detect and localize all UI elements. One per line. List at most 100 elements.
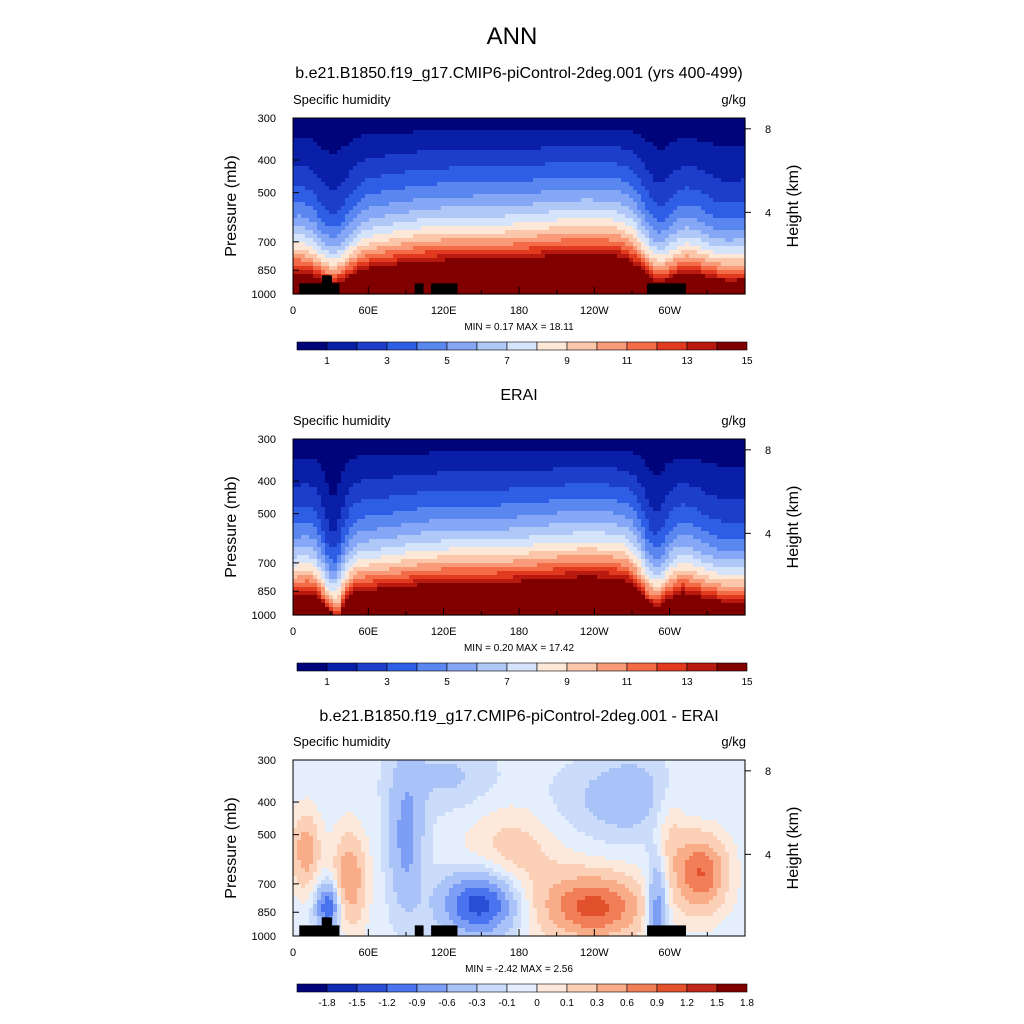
contour-cell <box>653 190 658 195</box>
contour-cell <box>657 226 662 231</box>
contour-cell <box>441 130 446 135</box>
contour-cell <box>613 254 618 259</box>
contour-cell <box>505 270 510 275</box>
contour-cell <box>685 274 690 279</box>
contour-cell <box>693 234 698 239</box>
contour-cell <box>565 266 570 271</box>
contour-cell <box>477 202 482 207</box>
contour-cell <box>589 202 594 207</box>
contour-cell <box>561 190 566 195</box>
contour-cell <box>737 142 742 147</box>
contour-cell <box>409 246 414 251</box>
contour-cell <box>693 270 698 275</box>
contour-cell <box>725 118 730 123</box>
contour-cell <box>469 158 474 163</box>
contour-cell <box>517 206 522 211</box>
contour-cell <box>361 202 366 207</box>
contour-cell <box>529 186 534 191</box>
contour-cell <box>589 134 594 139</box>
contour-cell <box>317 270 322 275</box>
contour-cell <box>577 206 582 211</box>
contour-cell <box>381 222 386 227</box>
contour-cell <box>661 158 666 163</box>
contour-cell <box>453 166 458 171</box>
contour-cell <box>649 218 654 223</box>
contour-cell <box>325 146 330 151</box>
contour-cell <box>701 258 706 263</box>
contour-cell <box>717 154 722 159</box>
contour-cell <box>341 210 346 215</box>
contour-cell <box>417 206 422 211</box>
contour-cell <box>341 214 346 219</box>
contour-cell <box>485 226 490 231</box>
contour-cell <box>445 242 450 247</box>
contour-cell <box>601 142 606 147</box>
contour-cell <box>465 130 470 135</box>
contour-cell <box>621 278 626 283</box>
contour-cell <box>505 146 510 151</box>
contour-cell <box>529 202 534 207</box>
contour-cell <box>433 166 438 171</box>
contour-cell <box>621 166 626 171</box>
contour-cell <box>493 158 498 163</box>
contour-cell <box>457 270 462 275</box>
contour-cell <box>397 250 402 255</box>
contour-cell <box>517 162 522 167</box>
contour-cell <box>677 166 682 171</box>
contour-cell <box>637 190 642 195</box>
contour-cell <box>341 250 346 255</box>
contour-cell <box>577 210 582 215</box>
contour-cell <box>677 226 682 231</box>
contour-cell <box>533 270 538 275</box>
contour-cell <box>345 242 350 247</box>
contour-cell <box>625 202 630 207</box>
contour-cell <box>741 206 746 211</box>
contour-cell <box>513 146 518 151</box>
contour-cell <box>529 226 534 231</box>
contour-cell <box>509 170 514 175</box>
contour-cell <box>565 162 570 167</box>
contour-cell <box>313 246 318 251</box>
contour-cell <box>501 142 506 147</box>
contour-cell <box>641 130 646 135</box>
contour-cell <box>565 250 570 255</box>
contour-cell <box>601 226 606 231</box>
contour-cell <box>453 194 458 199</box>
y-tick-label: 400 <box>258 155 276 167</box>
contour-cell <box>697 146 702 151</box>
contour-cell <box>337 146 342 151</box>
contour-cell <box>353 178 358 183</box>
contour-cell <box>609 290 614 295</box>
contour-cell <box>389 174 394 179</box>
contour-cell <box>633 226 638 231</box>
contour-cell <box>689 130 694 135</box>
contour-cell <box>701 214 706 219</box>
contour-cell <box>533 170 538 175</box>
contour-cell <box>309 278 314 283</box>
contour-cell <box>733 158 738 163</box>
contour-cell <box>725 198 730 203</box>
contour-cell <box>433 226 438 231</box>
contour-cell <box>321 202 326 207</box>
contour-cell <box>349 170 354 175</box>
contour-cell <box>569 286 574 291</box>
contour-cell <box>377 226 382 231</box>
contour-cell <box>661 230 666 235</box>
contour-cell <box>577 182 582 187</box>
contour-cell <box>449 178 454 183</box>
contour-cell <box>489 198 494 203</box>
contour-cell <box>361 242 366 247</box>
contour-cell <box>441 278 446 283</box>
contour-cell <box>637 162 642 167</box>
variable-label: Specific humidity <box>293 92 391 107</box>
contour-cell <box>413 178 418 183</box>
contour-cell <box>353 210 358 215</box>
contour-cell <box>321 190 326 195</box>
contour-cell <box>293 238 298 243</box>
contour-cell <box>445 238 450 243</box>
contour-cell <box>717 290 722 295</box>
contour-cell <box>405 122 410 127</box>
contour-cell <box>665 158 670 163</box>
contour-cell <box>685 142 690 147</box>
contour-cell <box>701 286 706 291</box>
